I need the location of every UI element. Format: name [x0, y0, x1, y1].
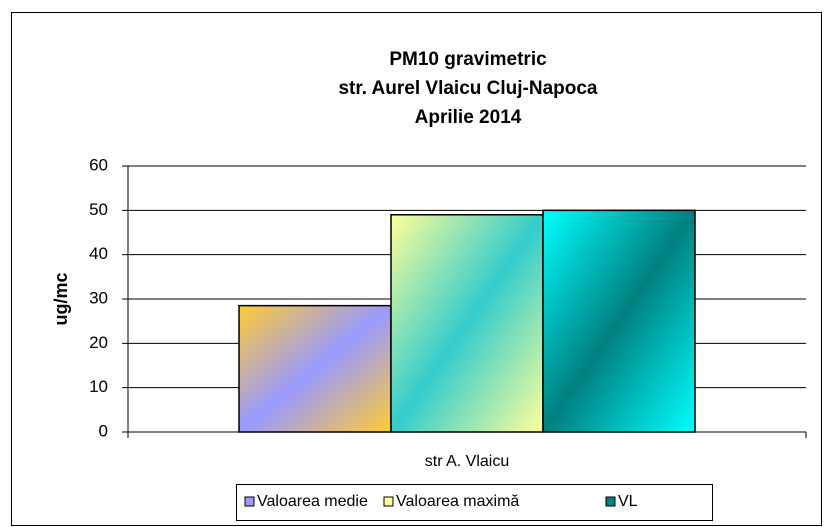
y-tick-label: 40 — [89, 244, 108, 263]
y-tick-label: 60 — [89, 155, 108, 174]
legend-label: Valoarea medie — [257, 493, 368, 510]
legend-swatch — [605, 496, 616, 507]
y-tick-label: 0 — [99, 421, 108, 440]
y-tick-label: 50 — [89, 200, 108, 219]
bar — [390, 214, 544, 433]
bar — [542, 209, 696, 433]
legend-swatch — [244, 496, 255, 507]
y-tick-label: 30 — [89, 288, 108, 307]
legend-label: Valoarea maximă — [396, 493, 519, 510]
chart-title: PM10 gravimetric — [389, 49, 547, 70]
bar — [238, 304, 392, 433]
legend-swatch — [383, 496, 394, 507]
x-tick-label: str A. Vlaicu — [425, 453, 509, 470]
y-tick-label: 10 — [89, 377, 108, 396]
chart-title: str. Aurel Vlaicu Cluj-Napoca — [338, 78, 597, 99]
chart-title: Aprilie 2014 — [415, 107, 522, 128]
y-tick-label: 20 — [89, 333, 108, 352]
y-axis-label: ug/mc — [51, 272, 71, 325]
legend-box — [236, 484, 713, 521]
legend-label: VL — [618, 493, 638, 510]
